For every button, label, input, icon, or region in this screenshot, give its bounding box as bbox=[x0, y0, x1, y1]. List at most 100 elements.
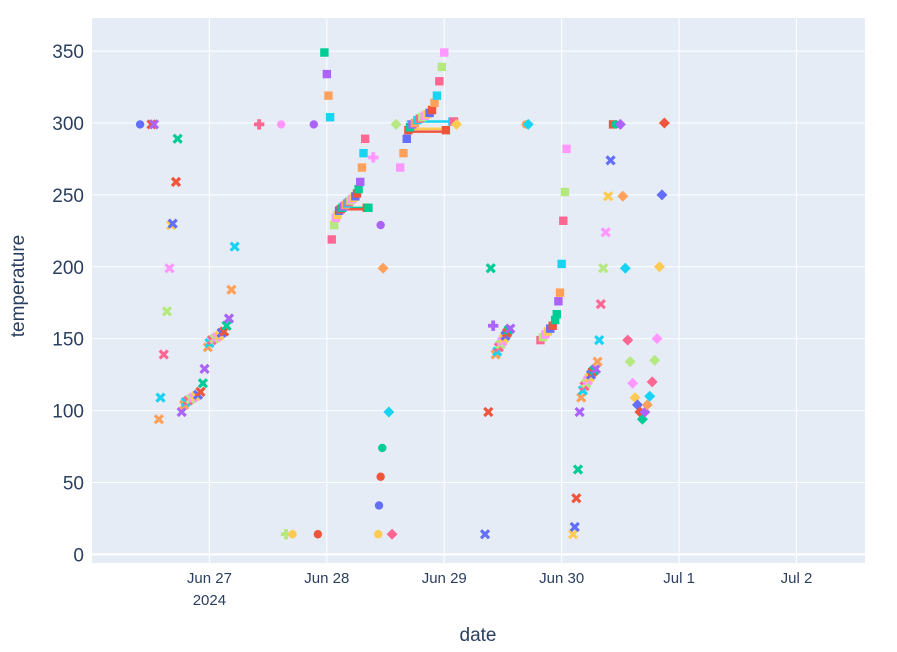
data-point-stroke bbox=[605, 155, 616, 166]
data-point bbox=[288, 530, 297, 539]
data-point bbox=[158, 349, 169, 360]
data-point bbox=[374, 501, 384, 510]
data-point-stroke bbox=[195, 386, 206, 398]
x-tick-label: Jul 2 bbox=[781, 570, 813, 587]
data-point bbox=[356, 177, 365, 187]
data-point bbox=[135, 120, 145, 129]
data-point bbox=[559, 216, 568, 225]
data-point bbox=[617, 190, 629, 202]
data-point bbox=[641, 399, 653, 411]
data-point bbox=[569, 521, 580, 533]
data-point-stroke bbox=[505, 323, 516, 334]
data-point bbox=[550, 315, 560, 325]
data-point bbox=[195, 386, 206, 398]
x-tick-label: Jun 28 bbox=[304, 570, 349, 587]
data-point bbox=[592, 356, 603, 367]
data-point bbox=[352, 189, 362, 198]
data-point-stroke bbox=[572, 464, 584, 475]
data-point bbox=[167, 218, 178, 229]
data-point bbox=[441, 125, 451, 135]
data-point bbox=[324, 91, 333, 100]
data-point-stroke bbox=[598, 263, 609, 274]
data-point-stroke bbox=[590, 363, 602, 375]
y-tick-label: 300 bbox=[52, 114, 84, 135]
data-point bbox=[327, 235, 336, 244]
data-point bbox=[619, 262, 631, 274]
data-point-stroke bbox=[592, 356, 603, 367]
data-point-stroke bbox=[479, 529, 491, 540]
data-point bbox=[567, 529, 579, 540]
data-point bbox=[354, 184, 363, 194]
data-point-stroke bbox=[221, 320, 232, 331]
y-tick-label: 250 bbox=[52, 186, 84, 207]
data-point bbox=[594, 334, 605, 346]
data-point bbox=[333, 210, 342, 220]
data-point-stroke bbox=[164, 263, 175, 274]
gridlines bbox=[92, 18, 865, 563]
y-axis-ticks: 0 50 100 150 200 250 300 350 bbox=[52, 42, 84, 566]
data-point bbox=[309, 120, 318, 129]
data-point bbox=[377, 262, 389, 274]
data-point bbox=[483, 406, 494, 418]
data-point-stroke bbox=[218, 326, 230, 337]
data-point-stroke bbox=[485, 263, 496, 274]
x-tick-label: Jun 29 bbox=[422, 570, 467, 587]
data-point bbox=[378, 443, 387, 453]
data-point bbox=[571, 493, 582, 504]
data-point bbox=[522, 118, 534, 130]
x-tick-label: Jul 1 bbox=[663, 570, 695, 587]
data-point bbox=[557, 259, 566, 269]
data-point bbox=[548, 321, 557, 330]
data-point-stroke bbox=[483, 406, 494, 418]
data-point bbox=[374, 530, 383, 539]
x-tick-label: Jun 30 bbox=[539, 570, 584, 587]
data-point bbox=[399, 148, 408, 158]
data-point bbox=[487, 320, 499, 331]
data-point bbox=[148, 119, 160, 130]
data-point bbox=[656, 189, 668, 201]
data-point bbox=[605, 155, 616, 166]
data-point bbox=[554, 297, 563, 306]
data-point bbox=[437, 62, 447, 72]
data-point bbox=[325, 113, 335, 122]
data-point bbox=[576, 392, 587, 403]
data-point bbox=[624, 356, 636, 368]
data-point-stroke bbox=[603, 191, 614, 202]
data-point bbox=[427, 105, 437, 115]
data-point-stroke bbox=[170, 176, 182, 188]
data-point-stroke bbox=[155, 392, 166, 403]
data-point-stroke bbox=[167, 218, 178, 229]
data-point bbox=[479, 529, 491, 540]
data-point bbox=[376, 472, 385, 481]
data-point-stroke bbox=[576, 392, 587, 403]
data-point bbox=[590, 363, 602, 375]
data-point bbox=[552, 310, 561, 319]
data-point bbox=[223, 313, 235, 324]
data-point-stroke bbox=[197, 378, 209, 389]
data-point-stroke bbox=[161, 306, 173, 317]
data-point bbox=[658, 117, 670, 129]
data-point bbox=[357, 163, 367, 172]
data-point bbox=[555, 288, 565, 297]
data-point bbox=[170, 176, 182, 188]
data-point bbox=[161, 306, 173, 317]
data-markers bbox=[135, 48, 670, 540]
data-point-stroke bbox=[571, 493, 582, 504]
x-axis-ticks: Jun 27 2024 Jun 28 Jun 29 Jun 30 Jul 1 Jul 2 bbox=[187, 570, 812, 609]
data-point-stroke bbox=[569, 521, 580, 533]
data-point bbox=[572, 464, 584, 475]
data-point bbox=[450, 118, 462, 130]
data-point bbox=[146, 119, 157, 130]
data-point bbox=[360, 134, 370, 143]
data-point bbox=[485, 263, 496, 274]
data-point bbox=[172, 133, 183, 144]
data-point bbox=[176, 406, 187, 418]
data-point bbox=[440, 48, 449, 57]
data-point bbox=[253, 119, 265, 130]
data-point bbox=[313, 530, 323, 539]
data-point bbox=[226, 284, 237, 295]
data-point bbox=[614, 118, 626, 130]
data-point-stroke bbox=[595, 299, 606, 310]
